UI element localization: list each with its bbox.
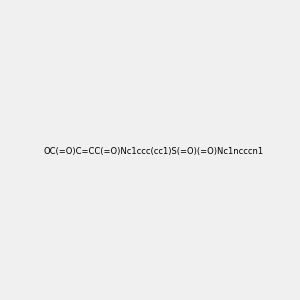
Text: OC(=O)C=CC(=O)Nc1ccc(cc1)S(=O)(=O)Nc1ncccn1: OC(=O)C=CC(=O)Nc1ccc(cc1)S(=O)(=O)Nc1ncc… bbox=[44, 147, 264, 156]
